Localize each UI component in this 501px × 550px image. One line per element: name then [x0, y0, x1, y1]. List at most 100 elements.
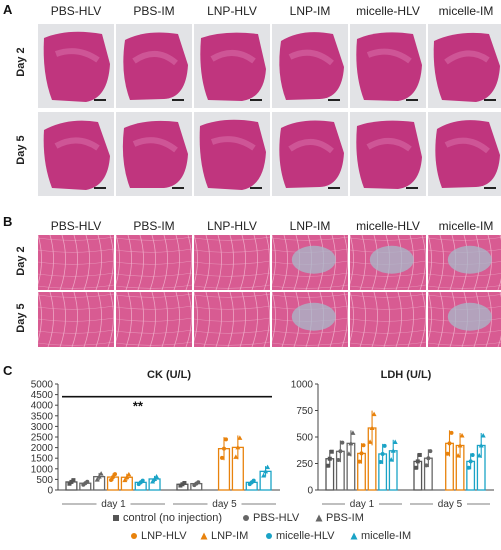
legend-label: control (no injection) [123, 512, 223, 524]
data-point [154, 474, 160, 479]
data-point [424, 463, 429, 468]
data-point [380, 451, 385, 456]
data-point [415, 459, 420, 464]
panel-b-label: B [3, 214, 13, 229]
data-point [85, 479, 90, 484]
y-tick-label: 500 [36, 475, 53, 486]
data-point [96, 474, 102, 479]
legend-item: micelle-HLV [265, 530, 334, 542]
y-tick-label: 5000 [31, 380, 54, 391]
row-label: Day 2 [15, 47, 27, 77]
circle-marker-icon [266, 533, 272, 539]
data-point [233, 454, 239, 459]
column-header: LNP-IM [289, 4, 331, 18]
data-point [478, 442, 484, 448]
histology-image [428, 292, 501, 347]
y-tick-label: 0 [47, 486, 53, 497]
data-point [220, 455, 224, 460]
y-tick-label: 4000 [31, 401, 54, 412]
panel-c-charts: CK (U/L)05001000150020002500300035004000… [31, 370, 494, 510]
data-point [371, 411, 377, 417]
tissue-section-image [38, 112, 114, 196]
square-marker-icon [113, 515, 119, 521]
tissue-section-image [116, 24, 192, 108]
y-tick-label: 1500 [31, 454, 54, 465]
x-group-label: day 1 [350, 499, 375, 510]
triangle-marker-icon [200, 532, 208, 540]
data-point [340, 440, 345, 445]
legend-item: LNP-IM [200, 530, 248, 542]
data-point [426, 456, 431, 461]
tissue-section-image [350, 24, 426, 108]
data-point [237, 435, 243, 440]
histology-image [38, 292, 114, 347]
data-point [390, 448, 396, 453]
data-point [325, 463, 330, 468]
data-point [466, 465, 471, 470]
data-point [447, 441, 452, 446]
data-point [361, 443, 366, 448]
tissue-section-image [38, 24, 114, 108]
legend-item: PBS-IM [315, 512, 364, 524]
data-point [140, 478, 145, 483]
row-label: Day 5 [15, 303, 27, 333]
data-point [124, 474, 130, 480]
legend-label: micelle-IM [361, 530, 412, 542]
data-point [126, 471, 132, 477]
legend-label: PBS-IM [326, 512, 364, 524]
histology-image [194, 292, 270, 347]
x-group-label: day 1 [101, 499, 126, 510]
data-point [113, 472, 117, 477]
chart-title: LDH (U/L) [381, 370, 432, 381]
column-header: micelle-HLV [356, 219, 420, 233]
y-tick-label: 1000 [31, 464, 54, 475]
data-point [445, 451, 450, 456]
data-point [336, 457, 341, 462]
data-point [222, 446, 226, 451]
column-header: PBS-HLV [50, 4, 102, 18]
data-point [459, 433, 465, 438]
tissue-section-image [194, 112, 270, 196]
data-point [367, 439, 373, 444]
histology-image [272, 235, 348, 290]
data-point [455, 452, 461, 458]
triangle-marker-icon [350, 532, 358, 540]
legend-item: micelle-IM [350, 530, 411, 542]
y-tick-label: 2000 [31, 443, 54, 454]
triangle-marker-icon [315, 514, 323, 522]
legend-item: LNP-HLV [130, 530, 187, 542]
circle-marker-icon [243, 515, 249, 521]
data-point [457, 442, 463, 448]
data-point [265, 464, 271, 470]
data-point [98, 471, 104, 476]
chart-title: CK (U/L) [147, 370, 191, 381]
column-header: micelle-HLV [356, 4, 420, 18]
column-header: LNP-HLV [207, 4, 257, 18]
data-point [196, 480, 201, 485]
y-tick-label: 0 [307, 486, 313, 497]
panel-a-label: A [3, 2, 13, 17]
data-point [378, 460, 383, 465]
tissue-section-image [428, 24, 501, 108]
data-point [392, 439, 398, 444]
data-point [369, 425, 375, 430]
tissue-section-image [428, 112, 501, 196]
row-label: Day 5 [15, 135, 27, 165]
tissue-section-image [272, 112, 348, 196]
column-header: PBS-IM [133, 4, 175, 18]
histology-image [350, 292, 426, 347]
data-point [152, 476, 158, 481]
data-point [111, 475, 115, 480]
legend-label: PBS-HLV [253, 512, 300, 524]
column-header: PBS-IM [133, 219, 175, 233]
histology-image [272, 292, 348, 347]
data-point [359, 451, 364, 456]
data-point [251, 478, 256, 483]
y-tick-label: 4500 [31, 390, 54, 401]
data-point [338, 449, 343, 454]
y-tick-label: 3000 [31, 422, 54, 433]
data-point [348, 440, 354, 446]
bar-chart: CK (U/L) 05001000150020002500300035004000… [31, 370, 280, 510]
tissue-section-image [116, 112, 192, 196]
y-tick-label: 2500 [31, 433, 54, 444]
